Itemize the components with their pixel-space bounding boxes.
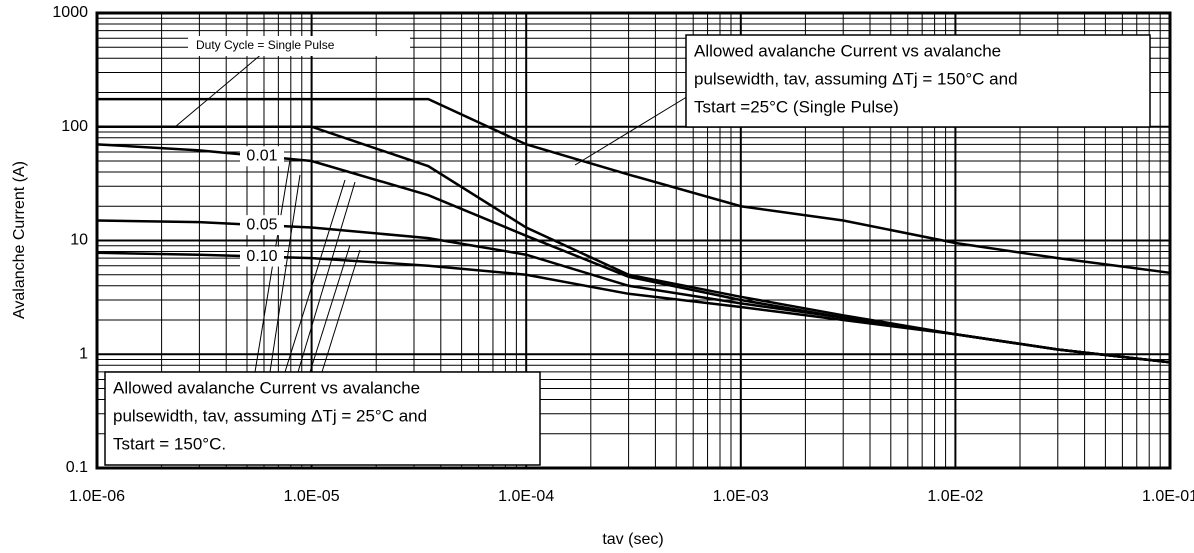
leader-line <box>297 181 356 373</box>
leader-line <box>174 46 271 128</box>
label-bg <box>240 146 284 167</box>
annotation-text: Duty Cycle = Single Pulse <box>196 38 335 52</box>
leader-line <box>309 244 351 373</box>
plot-frame <box>95 11 1172 470</box>
x-tick-label: 1.0E-06 <box>69 488 125 505</box>
annotation-text: pulsewidth, tav, assuming ΔTj = 150°C an… <box>694 69 1018 88</box>
leader-line <box>269 174 301 373</box>
annotation-text: Tstart =25°C (Single Pulse) <box>694 97 899 116</box>
series-label: 0.10 <box>246 248 277 265</box>
leader-line <box>321 249 361 373</box>
y-tick-label: 1 <box>79 345 88 362</box>
y-tick-label: 100 <box>61 118 88 135</box>
leader-line <box>284 179 346 373</box>
series-label: 0.01 <box>246 148 277 165</box>
leader-line <box>574 94 691 166</box>
annotation-text: Tstart = 150°C. <box>113 434 226 453</box>
label-bg <box>240 215 284 236</box>
label-bg <box>240 246 284 267</box>
series-line <box>96 251 1171 364</box>
x-tick-label: 1.0E-03 <box>713 488 769 505</box>
annotation-box <box>188 36 410 56</box>
annotation-box <box>685 34 1151 128</box>
x-tick-label: 1.0E-04 <box>498 488 554 505</box>
y-tick-label: 1000 <box>52 4 88 21</box>
series-label: 0.05 <box>246 216 277 233</box>
y-tick-label: 0.1 <box>66 459 88 476</box>
annotation-text: pulsewidth, tav, assuming ΔTj = 25°C and <box>113 406 427 425</box>
x-tick-label: 1.0E-01 <box>1142 488 1194 505</box>
annotation-box <box>104 371 541 466</box>
y-tick-label: 10 <box>70 232 88 249</box>
y-axis-label: Avalanche Current (A) <box>11 161 28 319</box>
series-line <box>97 97 1171 275</box>
annotation-text: Allowed avalanche Current vs avalanche <box>113 378 420 397</box>
x-axis-label: tav (sec) <box>602 531 663 548</box>
annotation-text: Allowed avalanche Current vs avalanche <box>694 41 1001 60</box>
x-tick-label: 1.0E-05 <box>284 488 340 505</box>
x-tick-label: 1.0E-02 <box>927 488 983 505</box>
